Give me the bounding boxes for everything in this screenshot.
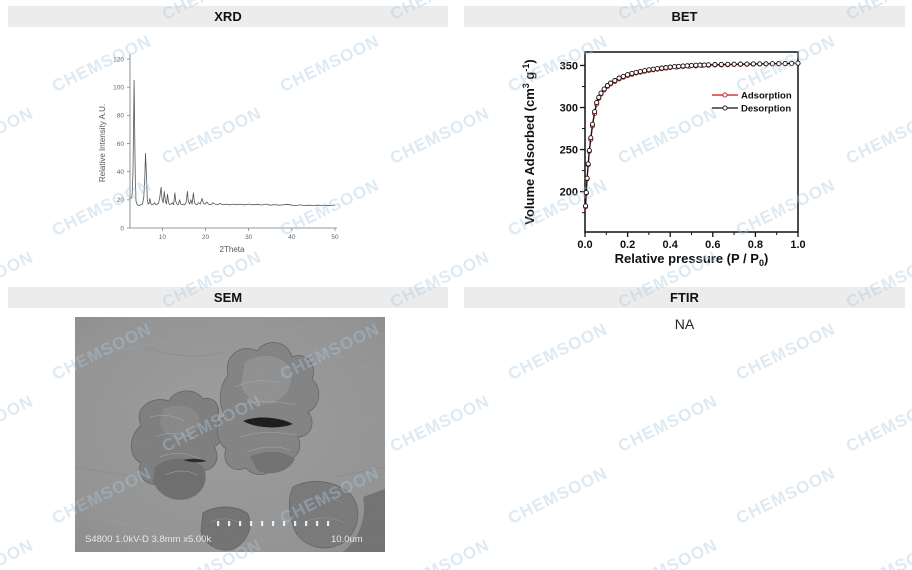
svg-text:1.0: 1.0 [790, 239, 805, 251]
svg-text:Desorption: Desorption [741, 104, 791, 115]
watermark-text: CHEMSOON [615, 535, 721, 570]
svg-text:0: 0 [120, 225, 124, 232]
svg-text:Relative Intensity A.U.: Relative Intensity A.U. [98, 104, 107, 182]
xrd-series [129, 79, 335, 206]
svg-text:300: 300 [560, 103, 578, 115]
ftir-na-value: NA [674, 316, 695, 332]
watermark-text: CHEMSOON [843, 535, 912, 570]
sem-image-svg: S4800 1.0kV-D 3.8mm x5.00k 10.0um [74, 317, 386, 552]
bet-chart: 0.0 0.2 0.4 0.6 0.8 1.0 200 250 300 350 Relative p… [488, 35, 828, 285]
svg-text:2Theta: 2Theta [220, 245, 245, 254]
xrd-header: XRD [8, 6, 448, 27]
sem-header: SEM [8, 287, 448, 308]
svg-text:40: 40 [117, 169, 125, 176]
svg-text:0.2: 0.2 [620, 239, 635, 251]
svg-text:40: 40 [288, 234, 296, 241]
watermark-text: CHEMSOON [0, 535, 37, 570]
svg-text:350: 350 [560, 60, 578, 72]
watermark-text: CHEMSOON [505, 463, 611, 528]
svg-text:0.8: 0.8 [748, 239, 763, 251]
watermark-text: CHEMSOON [387, 391, 493, 456]
watermark-text: CHEMSOON [0, 391, 37, 456]
ftir-header-label: FTIR [670, 290, 699, 305]
svg-text:0.4: 0.4 [663, 239, 679, 251]
watermark-text: CHEMSOON [387, 103, 493, 168]
svg-text:100: 100 [113, 84, 124, 91]
bet-axes: 0.0 0.2 0.4 0.6 0.8 1.0 200 250 300 350 Relative p… [521, 51, 806, 268]
svg-text:250: 250 [560, 145, 578, 157]
bet-plot-svg: 0.0 0.2 0.4 0.6 0.8 1.0 200 250 300 350 Relative p… [521, 51, 806, 268]
sem-micrograph: S4800 1.0kV-D 3.8mm x5.00k 10.0um [74, 317, 386, 552]
svg-text:20: 20 [202, 234, 210, 241]
sem-caption: S4800 1.0kV-D 3.8mm x5.00k [85, 534, 211, 545]
xrd-header-label: XRD [214, 9, 242, 24]
sem-scale-ruler [217, 521, 330, 526]
svg-text:0.6: 0.6 [705, 239, 720, 251]
svg-text:0.0: 0.0 [577, 239, 592, 251]
watermark-text: CHEMSOON [387, 535, 493, 570]
bet-header: BET [464, 6, 905, 27]
svg-text:Adsorption: Adsorption [741, 91, 792, 102]
bet-header-label: BET [671, 9, 698, 24]
svg-text:30: 30 [245, 234, 253, 241]
svg-text:120: 120 [113, 56, 124, 63]
svg-text:20: 20 [117, 197, 125, 204]
svg-text:60: 60 [117, 141, 125, 148]
xrd-chart: 10 20 30 40 50 0 20 40 60 80 100 120 2Theta Relative … [88, 40, 368, 282]
svg-text:200: 200 [560, 187, 578, 199]
xrd-axes: 10 20 30 40 50 0 20 40 60 80 100 120 2Theta Relative … [98, 54, 339, 254]
bet-series-desorption [583, 60, 801, 209]
sem-noise-overlay [75, 317, 385, 552]
watermark-text: CHEMSOON [0, 103, 37, 168]
watermark-text: CHEMSOON [733, 463, 839, 528]
svg-text:50: 50 [331, 234, 339, 241]
watermark-text: CHEMSOON [615, 391, 721, 456]
sem-scale-label: 10.0um [331, 534, 363, 545]
watermark-text: CHEMSOON [843, 391, 912, 456]
ftir-header: FTIR [464, 287, 905, 308]
svg-text:10: 10 [159, 234, 167, 241]
sem-header-label: SEM [213, 290, 243, 305]
bet-legend: Adsorption Desorption [712, 91, 792, 115]
bet-series-adsorption [583, 60, 801, 210]
svg-text:Relative pressure (P / P0): Relative pressure (P / P0) [615, 251, 769, 268]
svg-text:Volume Adsorbed (cm3 g-1): Volume Adsorbed (cm3 g-1) [521, 59, 537, 224]
svg-text:80: 80 [117, 113, 125, 120]
watermark-text: CHEMSOON [843, 103, 912, 168]
xrd-plot-svg: 10 20 30 40 50 0 20 40 60 80 100 120 2Theta Relative … [98, 54, 339, 254]
